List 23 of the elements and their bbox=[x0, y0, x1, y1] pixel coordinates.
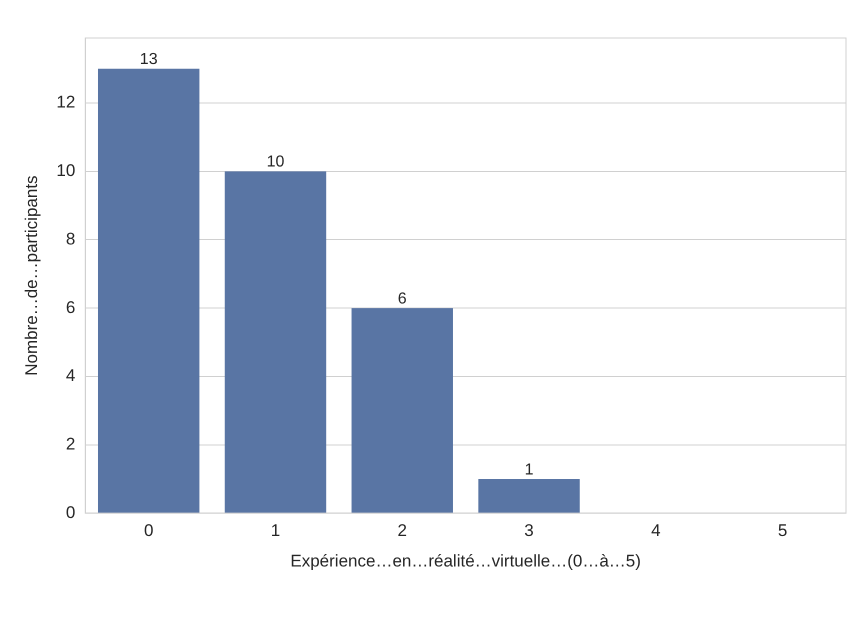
x-tick-label: 2 bbox=[398, 521, 407, 540]
x-tick-label: 4 bbox=[651, 521, 661, 540]
y-tick-label: 2 bbox=[66, 434, 76, 454]
y-axis-title: Nombre…de…participants bbox=[22, 175, 41, 376]
data-label: 1 bbox=[524, 461, 534, 478]
x-tick-label: 1 bbox=[270, 521, 280, 540]
bar bbox=[98, 68, 200, 513]
y-tick-label: 6 bbox=[66, 298, 76, 317]
data-label: 10 bbox=[266, 154, 284, 171]
x-axis-title: Expérience…en…réalité…virtuelle…(0…à…5) bbox=[290, 551, 641, 570]
x-tick-label: 5 bbox=[778, 521, 788, 540]
y-tick-label: 10 bbox=[56, 161, 76, 180]
bar bbox=[478, 479, 580, 513]
y-tick-label: 0 bbox=[66, 502, 76, 522]
y-tick-label: 12 bbox=[56, 92, 76, 112]
y-tick-label: 4 bbox=[66, 366, 76, 386]
x-tick-label: 0 bbox=[144, 521, 154, 540]
bar bbox=[224, 171, 326, 513]
x-tick-label: 3 bbox=[524, 521, 534, 540]
y-tick-label: 8 bbox=[66, 229, 76, 248]
bar bbox=[352, 308, 453, 513]
data-label: 13 bbox=[140, 51, 158, 68]
data-label: 6 bbox=[398, 290, 407, 308]
